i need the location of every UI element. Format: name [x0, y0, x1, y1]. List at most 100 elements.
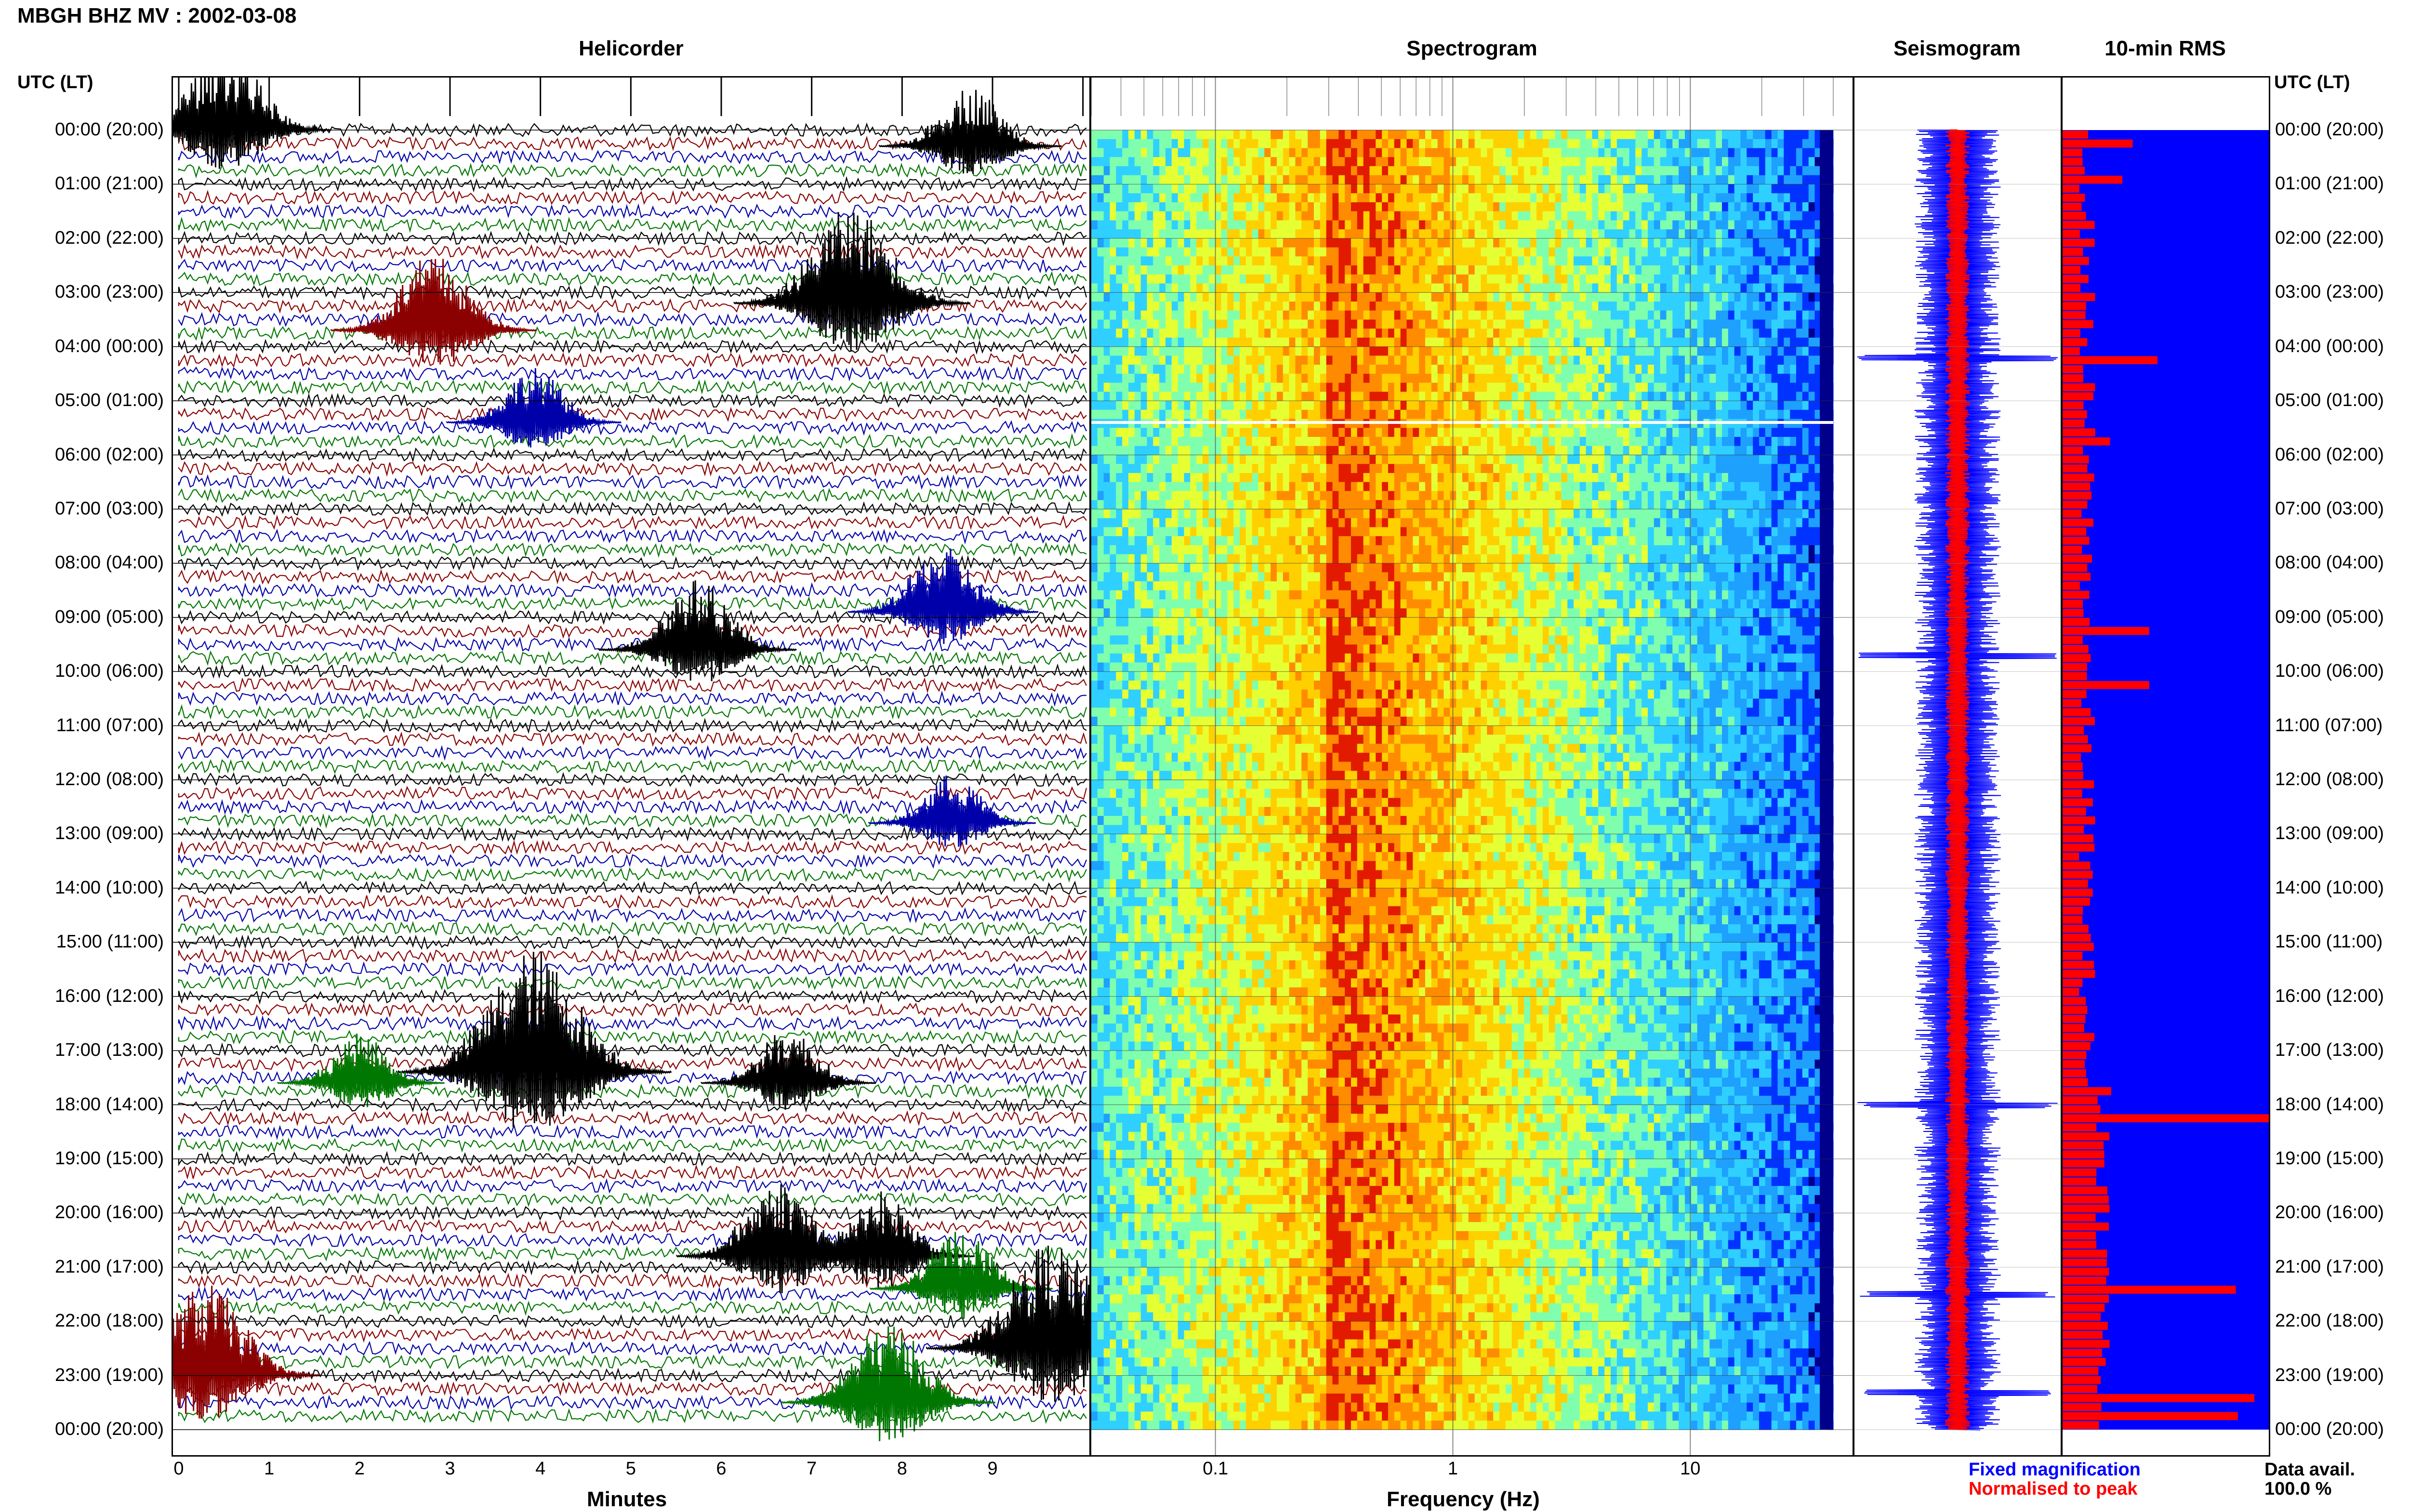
spectrogram-cell — [1122, 202, 1128, 211]
spectrogram-cell — [1704, 383, 1710, 392]
spectrogram-cell — [1462, 220, 1469, 229]
spectrogram-cell — [1574, 211, 1580, 221]
spectrogram-cell — [1506, 374, 1512, 383]
spectrogram-cell — [1444, 473, 1450, 482]
spectrogram-cell — [1555, 446, 1562, 455]
spectrogram-cell — [1122, 455, 1128, 464]
spectrogram-cell — [1660, 329, 1667, 338]
spectrogram-cell — [1462, 284, 1469, 293]
spectrogram-cell — [1635, 211, 1641, 221]
spectrogram-cell — [1128, 338, 1135, 347]
spectrogram-cell — [1722, 302, 1728, 311]
spectrogram-cell — [1753, 202, 1759, 211]
spectrogram-cell — [1425, 157, 1431, 166]
spectrogram-cell — [1419, 383, 1425, 392]
spectrogram-cell — [1469, 437, 1475, 446]
spectrogram-cell — [1141, 392, 1147, 401]
spectrogram-cell — [1258, 410, 1265, 419]
spectrogram-cell — [1104, 148, 1110, 158]
spectrogram-cell — [1697, 446, 1704, 455]
spectrogram-cell — [1190, 383, 1196, 392]
spectrogram-cell — [1512, 229, 1518, 238]
spectrogram-cell — [1506, 455, 1512, 464]
spectrogram-cell — [1481, 166, 1487, 175]
spectrogram-cell — [1240, 491, 1246, 500]
spectrogram-cell — [1512, 329, 1518, 338]
spectrogram-cell — [1252, 338, 1258, 347]
spectrogram-cell — [1382, 238, 1388, 248]
spectrogram-cell — [1314, 401, 1320, 410]
spectrogram-cell — [1697, 139, 1704, 148]
spectrogram-cell — [1697, 464, 1704, 473]
spectrogram-cell — [1778, 329, 1784, 338]
spectrogram-cell — [1574, 365, 1580, 374]
spectrogram-cell — [1277, 437, 1283, 446]
spectrogram-cell — [1604, 473, 1611, 482]
spectrogram-cell — [1233, 446, 1240, 455]
spectrogram-cell — [1481, 392, 1487, 401]
spectrogram-cell — [1790, 311, 1796, 320]
spectrogram-cell — [1722, 320, 1728, 329]
spectrogram-cell — [1184, 347, 1191, 356]
spectrogram-cell — [1648, 311, 1654, 320]
spectrogram-cell — [1135, 302, 1141, 311]
spectrogram-cell — [1506, 193, 1512, 202]
spectrogram-cell — [1394, 265, 1401, 275]
spectrogram-cell — [1153, 220, 1159, 229]
spectrogram-cell — [1765, 256, 1772, 265]
spectrogram-cell — [1091, 256, 1098, 265]
helicorder-trace — [179, 868, 1086, 881]
spectrogram-cell — [1734, 157, 1741, 166]
spectrogram-cell — [1277, 157, 1283, 166]
spectrogram-cell — [1308, 437, 1314, 446]
spectrogram-cell — [1641, 211, 1648, 221]
spectrogram-cell — [1363, 238, 1370, 248]
spectrogram-cell — [1159, 374, 1165, 383]
spectrogram-cell — [1747, 464, 1753, 473]
spectrogram-cell — [1716, 302, 1722, 311]
spectrogram-cell — [1425, 410, 1431, 419]
spectrogram-cell — [1178, 292, 1184, 302]
spectrogram-cell — [1574, 383, 1580, 392]
spectrogram-cell — [1809, 464, 1815, 473]
spectrogram-cell — [1679, 157, 1685, 166]
spectrogram-cell — [1469, 139, 1475, 148]
spectrogram-cell — [1549, 355, 1555, 365]
spectrogram-cell — [1233, 410, 1240, 419]
spectrogram-cell — [1796, 446, 1802, 455]
spectrogram-cell — [1098, 220, 1104, 229]
spectrogram-cell — [1147, 148, 1153, 158]
spectrogram-cell — [1345, 166, 1351, 175]
spectrogram-cell — [1314, 311, 1320, 320]
spectrogram-cell — [1648, 365, 1654, 374]
spectrogram-cell — [1741, 329, 1747, 338]
spectrogram-cell — [1802, 256, 1809, 265]
spectrogram-cell — [1221, 202, 1228, 211]
spectrogram-cell — [1512, 355, 1518, 365]
spectrogram-cell — [1809, 392, 1815, 401]
spectrogram-cell — [1722, 383, 1728, 392]
spectrogram-cell — [1184, 292, 1191, 302]
spectrogram-cell — [1283, 428, 1289, 437]
spectrogram-cell — [1592, 392, 1599, 401]
spectrogram-cell — [1326, 302, 1333, 311]
spectrogram-cell — [1704, 401, 1710, 410]
spectrogram-cell — [1240, 139, 1246, 148]
spectrogram-cell — [1215, 184, 1221, 193]
spectrogram-cell — [1233, 139, 1240, 148]
spectrogram-cell — [1679, 365, 1685, 374]
spectrogram-cell — [1264, 464, 1271, 473]
spectrogram-cell — [1506, 202, 1512, 211]
spectrogram-cell — [1543, 193, 1549, 202]
spectrogram-cell — [1221, 392, 1228, 401]
spectrogram-cell — [1382, 202, 1388, 211]
spectrogram-cell — [1759, 166, 1765, 175]
spectrogram-cell — [1716, 202, 1722, 211]
spectrogram-cell — [1574, 130, 1580, 139]
spectrogram-cell — [1778, 248, 1784, 257]
spectrogram-cell — [1524, 383, 1530, 392]
spectrogram-cell — [1796, 392, 1802, 401]
spectrogram-cell — [1493, 238, 1499, 248]
spectrogram-cell — [1289, 455, 1296, 464]
spectrogram-cell — [1203, 130, 1209, 139]
